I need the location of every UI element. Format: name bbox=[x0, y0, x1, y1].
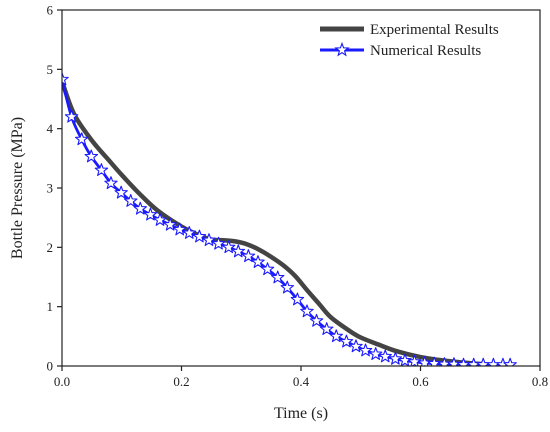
series-point-star bbox=[182, 226, 196, 239]
series-point-star bbox=[447, 357, 461, 366]
y-axis-title: Bottle Pressure (MPa) bbox=[9, 117, 26, 259]
series-point-star bbox=[133, 201, 147, 215]
series-point-star bbox=[280, 280, 294, 294]
series-layer bbox=[62, 72, 517, 366]
plot-area bbox=[61, 9, 541, 367]
series-point-star bbox=[260, 262, 275, 276]
series-point-star bbox=[153, 212, 167, 226]
series-point-star bbox=[407, 354, 422, 366]
series-point-star bbox=[221, 240, 236, 254]
series-point-star bbox=[241, 249, 256, 263]
series-point-star bbox=[290, 292, 305, 306]
series-point-star bbox=[192, 229, 207, 243]
y-tick-label: 4 bbox=[47, 121, 54, 136]
x-tick-label: 0.4 bbox=[293, 374, 310, 389]
series-point-star bbox=[202, 233, 216, 247]
series-point-star bbox=[74, 132, 89, 146]
y-tick-label: 2 bbox=[47, 240, 54, 255]
series-point-star bbox=[388, 351, 403, 365]
series-point-star bbox=[94, 163, 109, 177]
series-point-star bbox=[349, 339, 363, 353]
series-point-star bbox=[476, 357, 490, 366]
series-point-star bbox=[231, 244, 245, 258]
series-point-star bbox=[84, 149, 99, 163]
axis-ticks: 0.0 0.2 0.4 0.6 0.8 0 1 2 3 4 5 6 bbox=[47, 3, 549, 390]
series-point-star bbox=[172, 222, 187, 236]
series-point-star bbox=[104, 176, 118, 190]
series-point-star bbox=[329, 329, 343, 343]
legend-label-experimental: Experimental Results bbox=[370, 22, 499, 38]
series-point-star bbox=[251, 255, 265, 268]
series-point-star bbox=[300, 304, 314, 318]
series-line-0 bbox=[62, 78, 513, 366]
x-tick-label: 0.2 bbox=[173, 374, 189, 389]
series-point-star bbox=[358, 343, 373, 357]
legend: Experimental Results Numerical Results bbox=[320, 22, 499, 59]
series-point-star bbox=[427, 356, 441, 366]
y-tick-label: 3 bbox=[47, 181, 54, 196]
series-point-star bbox=[339, 334, 354, 348]
series-point-star bbox=[270, 270, 285, 284]
series-point-star bbox=[319, 322, 334, 336]
series-point-star bbox=[163, 217, 177, 231]
series-point-star bbox=[368, 347, 383, 360]
series-point-star bbox=[378, 349, 392, 363]
series-point-star bbox=[143, 207, 158, 221]
x-axis-title: Time (s) bbox=[274, 405, 328, 422]
y-tick-label: 1 bbox=[47, 299, 54, 314]
legend-marker-star bbox=[334, 41, 350, 57]
series-point-star bbox=[211, 236, 226, 250]
series-point-star bbox=[398, 353, 412, 366]
series-point-star bbox=[114, 185, 128, 199]
y-tick-label: 6 bbox=[47, 3, 54, 18]
y-tick-label: 5 bbox=[47, 62, 54, 77]
series-point-star bbox=[123, 194, 138, 207]
series-point-star bbox=[503, 357, 517, 366]
legend-label-numerical: Numerical Results bbox=[370, 43, 481, 59]
x-tick-label: 0.0 bbox=[54, 374, 70, 389]
x-tick-label: 0.6 bbox=[412, 374, 429, 389]
series-point-star bbox=[62, 72, 69, 86]
y-tick-label: 0 bbox=[47, 359, 54, 374]
series-point-star bbox=[64, 109, 79, 123]
series-point-star bbox=[309, 313, 324, 327]
series-line-1 bbox=[62, 78, 512, 366]
x-tick-label: 0.8 bbox=[532, 374, 548, 389]
